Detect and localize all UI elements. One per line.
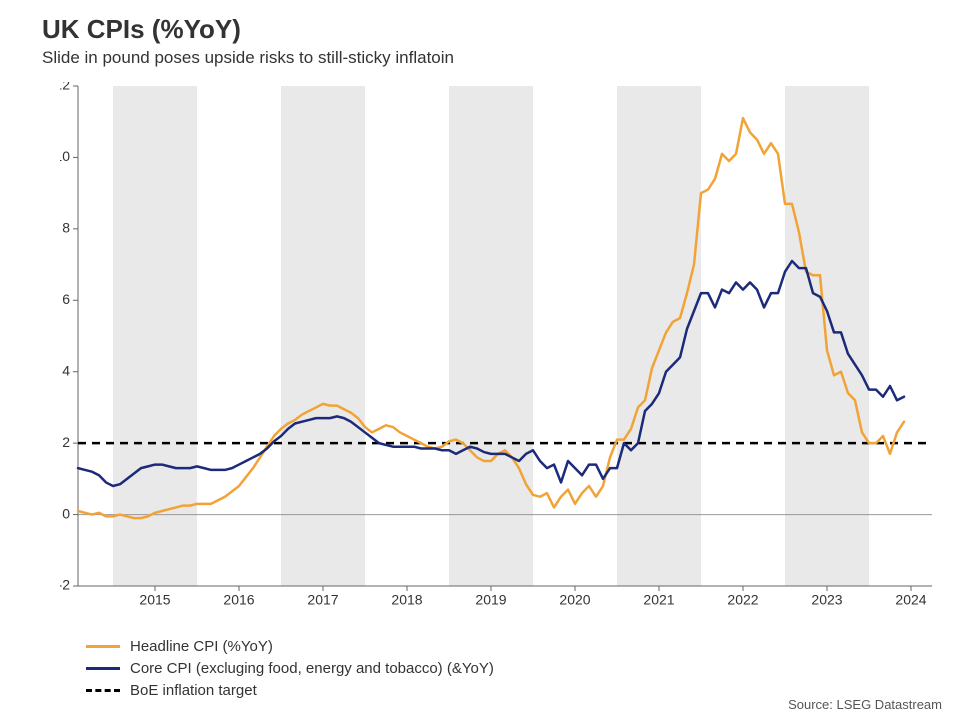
- svg-text:2021: 2021: [643, 591, 674, 607]
- legend: Headline CPI (%YoY) Core CPI (excluging …: [86, 635, 494, 701]
- legend-item-target: BoE inflation target: [86, 679, 494, 701]
- svg-text:0: 0: [62, 505, 70, 521]
- svg-text:2023: 2023: [811, 591, 842, 607]
- legend-swatch-target: [86, 689, 120, 692]
- svg-text:2: 2: [62, 434, 70, 450]
- svg-text:2019: 2019: [475, 591, 506, 607]
- svg-text:-2: -2: [60, 577, 70, 593]
- legend-swatch-headline: [86, 645, 120, 648]
- svg-text:2024: 2024: [895, 591, 926, 607]
- legend-label-core: Core CPI (excluging food, energy and tob…: [130, 660, 494, 677]
- legend-swatch-core: [86, 667, 120, 670]
- svg-text:2016: 2016: [223, 591, 254, 607]
- legend-label-headline: Headline CPI (%YoY): [130, 638, 273, 655]
- legend-item-headline: Headline CPI (%YoY): [86, 635, 494, 657]
- svg-text:2018: 2018: [391, 591, 422, 607]
- plot-svg: -2 0 2 4 6 8 10 12 2015 2016 2017 2018 2019 2020 2021 2…: [60, 82, 940, 612]
- svg-text:8: 8: [62, 220, 70, 236]
- plot-area: -2 0 2 4 6 8 10 12 2015 2016 2017 2018 2019 2020 2021 2…: [60, 82, 940, 612]
- svg-text:2015: 2015: [139, 591, 170, 607]
- svg-text:12: 12: [60, 82, 70, 93]
- legend-item-core: Core CPI (excluging food, energy and tob…: [86, 657, 494, 679]
- svg-text:6: 6: [62, 291, 70, 307]
- legend-label-target: BoE inflation target: [130, 682, 257, 699]
- chart-container: UK CPIs (%YoY) Slide in pound poses upsi…: [0, 0, 960, 720]
- svg-text:2022: 2022: [727, 591, 758, 607]
- svg-text:2017: 2017: [307, 591, 338, 607]
- chart-subtitle: Slide in pound poses upside risks to sti…: [42, 48, 454, 68]
- svg-text:10: 10: [60, 148, 70, 164]
- chart-title: UK CPIs (%YoY): [42, 14, 241, 45]
- svg-text:2020: 2020: [559, 591, 590, 607]
- source-label: Source: LSEG Datastream: [788, 697, 942, 712]
- svg-text:4: 4: [62, 362, 70, 378]
